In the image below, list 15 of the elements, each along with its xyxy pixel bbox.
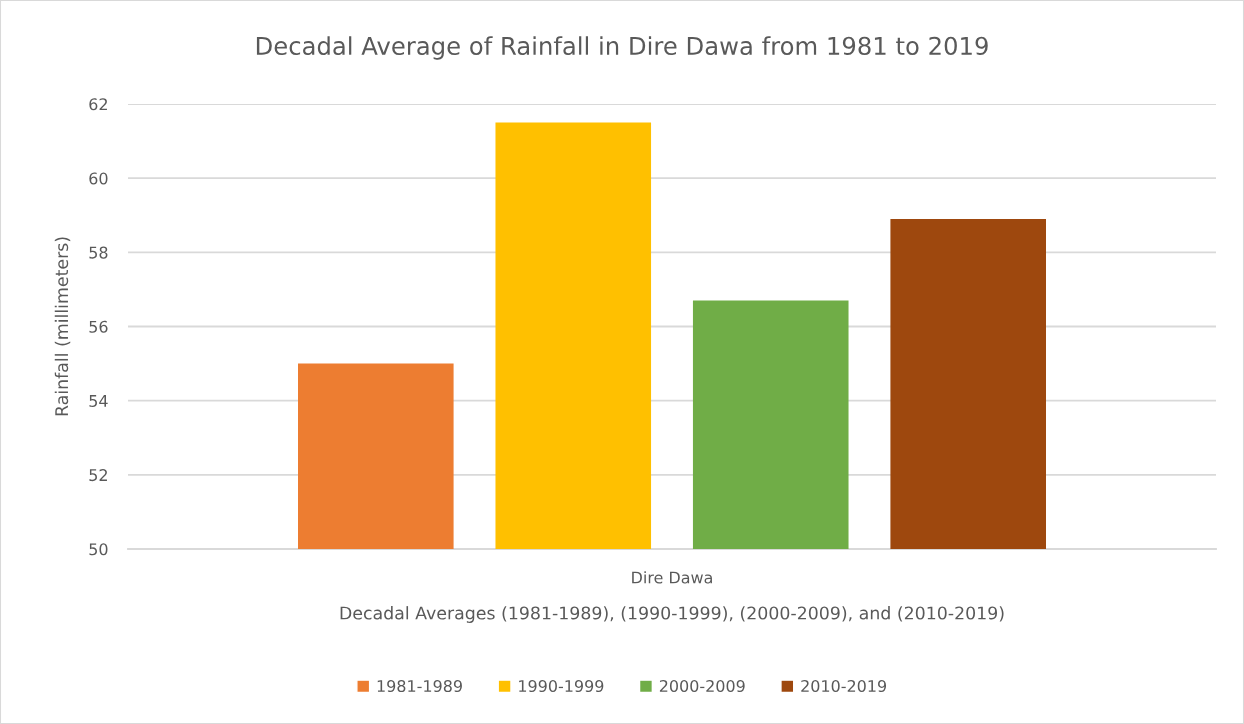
x-axis-title: Decadal Averages (1981-1989), (1990-1999), (2000-2009), and (2010-2019) (340, 606, 1004, 623)
y-tick-label: 50 (89, 543, 108, 556)
y-axis-title: Rainfall (millimeters) (54, 237, 71, 416)
y-tick-label: 52 (89, 469, 107, 482)
y-tick-label: 60 (89, 172, 108, 185)
legend-label: 2000-2009 (659, 679, 745, 693)
y-tick-label: 58 (89, 246, 108, 259)
chart-title: Decadal Average of Rainfall in Dire Dawa from 1981 to 2019 (256, 36, 988, 60)
legend-label: 1981-1989 (377, 679, 462, 693)
legend-label: 1990-1999 (519, 679, 604, 693)
y-tick-label: 56 (89, 320, 108, 333)
x-tick-label: Dire Dawa (632, 571, 712, 584)
y-tick-label: 54 (89, 395, 108, 407)
legend-label: 2010-2019 (801, 679, 887, 693)
y-tick-label: 62 (89, 98, 107, 111)
